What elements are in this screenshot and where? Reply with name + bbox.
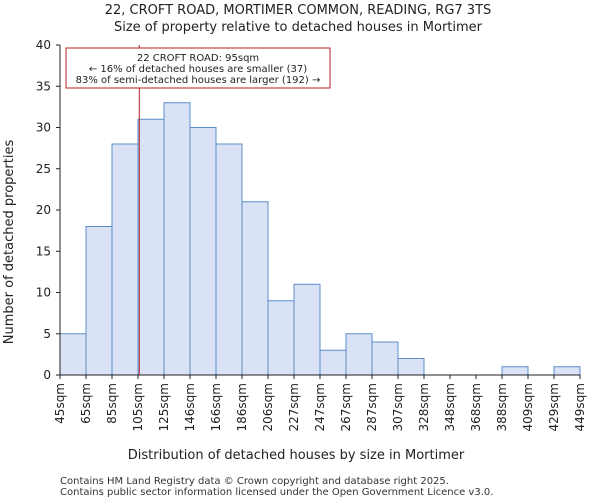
x-tick-label: 227sqm	[287, 383, 301, 431]
y-tick-label: 40	[36, 38, 51, 52]
histogram-bar	[137, 118, 165, 376]
histogram-bar	[85, 226, 113, 376]
x-tick-label: 166sqm	[209, 383, 223, 431]
histogram-bar	[189, 127, 217, 376]
x-tick-label: 45sqm	[53, 383, 67, 424]
histogram-bar	[111, 143, 139, 376]
x-tick-label: 146sqm	[183, 383, 197, 431]
x-tick-label: 247sqm	[313, 383, 327, 431]
x-axis-label: Distribution of detached houses by size …	[128, 448, 465, 463]
annotation-line2: ← 16% of detached houses are smaller (37…	[89, 64, 307, 75]
y-tick-label: 15	[36, 244, 51, 258]
x-tick-label: 85sqm	[105, 383, 119, 424]
annotation-line3: 83% of semi-detached houses are larger (…	[76, 75, 321, 86]
footer-line2: Contains public sector information licen…	[60, 487, 493, 498]
x-tick-label: 328sqm	[417, 383, 431, 431]
x-axis-ticks: 45sqm 65sqm 85sqm 105sqm 125sqm 146sqm 166sqm 1…	[53, 375, 587, 431]
y-tick-label: 10	[36, 286, 51, 300]
y-tick-label: 5	[43, 327, 51, 341]
x-tick-label: 267sqm	[339, 383, 353, 431]
y-axis-ticks: 0 5 10 15 20 25 30 35 40	[36, 38, 60, 382]
histogram-bar	[553, 366, 581, 376]
histogram-bar	[163, 102, 191, 376]
x-tick-label: 388sqm	[495, 383, 509, 431]
histogram-bar	[267, 300, 295, 376]
histogram-bar	[319, 349, 347, 376]
chart-title-line2: Size of property relative to detached ho…	[114, 20, 483, 35]
x-tick-label: 287sqm	[365, 383, 379, 431]
annotation-box: 22 CROFT ROAD: 95sqm ← 16% of detached h…	[65, 47, 331, 89]
footer-line1: Contains HM Land Registry data © Crown c…	[60, 476, 449, 487]
annotation-border	[65, 47, 331, 89]
histogram-bar	[371, 341, 399, 376]
x-tick-label: 125sqm	[157, 383, 171, 431]
x-tick-label: 368sqm	[469, 383, 483, 431]
x-tick-label: 65sqm	[79, 383, 93, 424]
histogram-bar	[501, 366, 529, 376]
histogram-bar	[293, 283, 321, 376]
histogram-bar	[59, 333, 87, 376]
y-axis-label: Number of detached properties	[2, 140, 17, 345]
y-tick-label: 20	[36, 203, 51, 217]
histogram-bar	[241, 201, 269, 376]
x-tick-label: 105sqm	[131, 383, 145, 431]
x-tick-label: 429sqm	[547, 383, 561, 431]
x-tick-label: 348sqm	[443, 383, 457, 431]
bars-group	[59, 102, 581, 376]
histogram-bar	[397, 358, 425, 376]
x-tick-label: 186sqm	[235, 383, 249, 431]
x-tick-label: 206sqm	[261, 383, 275, 431]
y-tick-label: 0	[43, 368, 51, 382]
histogram-bar	[345, 333, 373, 376]
x-tick-label: 409sqm	[521, 383, 535, 431]
chart-title-line1: 22, CROFT ROAD, MORTIMER COMMON, READING…	[105, 3, 492, 18]
x-tick-label: 449sqm	[573, 383, 587, 431]
y-tick-label: 30	[36, 121, 51, 135]
y-tick-label: 25	[36, 162, 51, 176]
x-tick-label: 307sqm	[391, 383, 405, 431]
annotation-line1: 22 CROFT ROAD: 95sqm	[137, 53, 259, 64]
y-tick-label: 35	[36, 79, 51, 93]
histogram-bar	[215, 143, 243, 376]
